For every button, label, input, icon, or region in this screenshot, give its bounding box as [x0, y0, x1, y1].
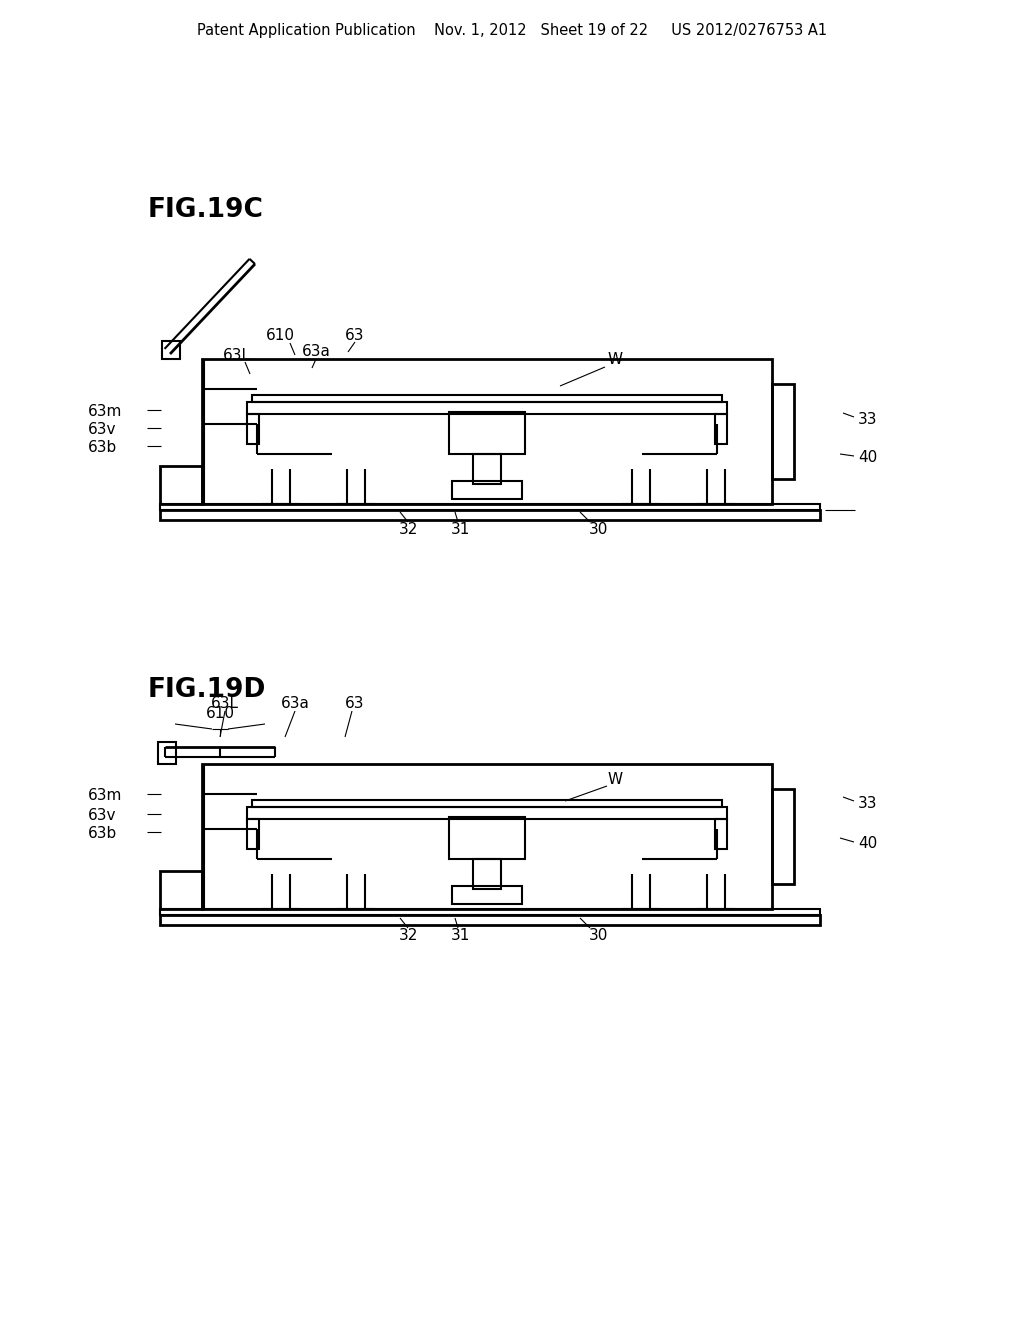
- Bar: [252, 395, 722, 403]
- Text: 63L: 63L: [223, 347, 251, 363]
- Bar: [772, 384, 794, 479]
- Bar: [473, 454, 501, 484]
- Text: 31: 31: [451, 523, 470, 537]
- Text: 33: 33: [858, 412, 878, 428]
- Bar: [247, 818, 259, 849]
- Bar: [247, 403, 727, 414]
- Text: 32: 32: [398, 523, 418, 537]
- Bar: [247, 414, 259, 444]
- Bar: [160, 510, 820, 520]
- Text: 30: 30: [589, 523, 607, 537]
- Bar: [449, 412, 525, 454]
- Bar: [160, 466, 202, 504]
- Bar: [715, 414, 727, 444]
- Text: 63a: 63a: [281, 697, 309, 711]
- Text: 32: 32: [398, 928, 418, 942]
- Text: 610: 610: [206, 706, 234, 722]
- Bar: [202, 359, 772, 504]
- Bar: [473, 859, 501, 888]
- Text: FIG.19D: FIG.19D: [148, 677, 266, 704]
- Bar: [715, 818, 727, 849]
- Text: FIG.19C: FIG.19C: [148, 197, 264, 223]
- Bar: [160, 909, 820, 915]
- Text: 63b: 63b: [88, 826, 118, 842]
- Text: 63b: 63b: [88, 441, 118, 455]
- Text: 40: 40: [858, 450, 878, 466]
- Text: 610: 610: [265, 327, 295, 342]
- Bar: [160, 915, 820, 925]
- Text: 63m: 63m: [88, 404, 123, 420]
- Bar: [202, 764, 772, 909]
- Bar: [160, 504, 820, 510]
- Bar: [452, 886, 522, 904]
- Text: W: W: [607, 771, 623, 787]
- Text: 30: 30: [589, 928, 607, 942]
- Text: 33: 33: [858, 796, 878, 812]
- Text: Patent Application Publication    Nov. 1, 2012   Sheet 19 of 22     US 2012/0276: Patent Application Publication Nov. 1, 2…: [197, 22, 827, 37]
- Text: 63: 63: [345, 697, 365, 711]
- Text: 31: 31: [451, 928, 470, 942]
- Text: 63L: 63L: [211, 697, 239, 711]
- Bar: [162, 341, 180, 359]
- Bar: [158, 742, 176, 764]
- Bar: [160, 871, 202, 909]
- Text: 63a: 63a: [301, 345, 331, 359]
- Text: W: W: [607, 352, 623, 367]
- Text: 40: 40: [858, 837, 878, 851]
- Text: 63: 63: [345, 327, 365, 342]
- Bar: [452, 480, 522, 499]
- Bar: [252, 800, 722, 807]
- Text: 63v: 63v: [88, 808, 117, 824]
- Bar: [449, 817, 525, 859]
- Text: 63m: 63m: [88, 788, 123, 804]
- Bar: [772, 789, 794, 884]
- Bar: [247, 807, 727, 818]
- Text: 63v: 63v: [88, 422, 117, 437]
